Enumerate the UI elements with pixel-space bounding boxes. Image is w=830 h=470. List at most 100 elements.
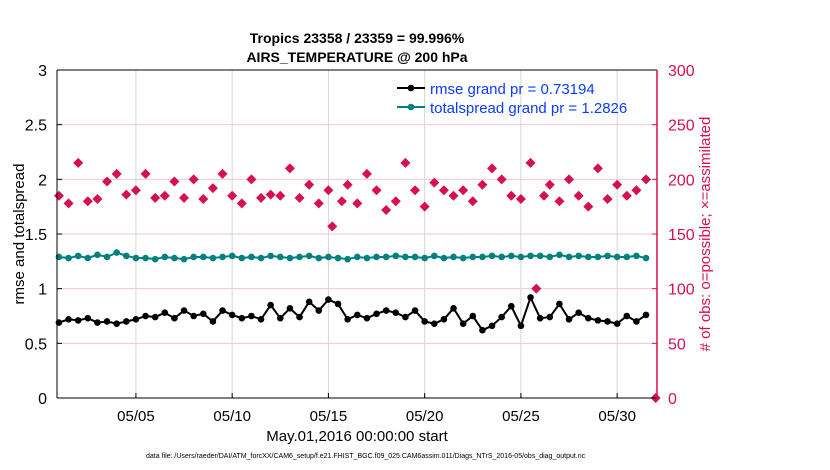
rmse-point	[363, 314, 371, 322]
totalspread-point	[527, 252, 534, 260]
rmse-point	[257, 315, 265, 323]
totalspread-point	[392, 252, 400, 260]
totalspread-point	[382, 253, 390, 261]
obs-count-marker	[554, 196, 565, 207]
x-tick-label: 05/05	[117, 408, 155, 425]
obs-count-marker	[294, 192, 305, 203]
totalspread-point	[507, 252, 515, 260]
rmse-point	[479, 326, 486, 334]
obs-count-marker	[313, 198, 324, 209]
rmse-point	[248, 312, 255, 320]
y-axis-right-label: # of obs: o=possible; ×=assimilated	[697, 117, 714, 352]
obs-count-marker	[583, 201, 594, 212]
rmse-point	[84, 314, 92, 322]
rmse-point	[507, 302, 515, 310]
rmse-point	[594, 317, 602, 324]
rmse-point	[536, 314, 544, 322]
totalspread-point	[402, 253, 409, 261]
rmse-point	[584, 314, 592, 322]
totalspread-point	[305, 252, 313, 260]
totalspread-point	[584, 253, 592, 261]
rmse-point	[382, 307, 390, 314]
totalspread-point	[613, 253, 621, 261]
x-axis-label: May.01,2016 00:00:00 start	[266, 428, 448, 445]
y-left-tick-label: 2.5	[25, 118, 47, 135]
obs-count-marker	[179, 192, 190, 203]
totalspread-point	[633, 252, 640, 260]
totalspread-point	[604, 252, 611, 260]
obs-count-marker	[506, 190, 517, 201]
chart-title-line2: AIRS_TEMPERATURE @ 200 hPa	[246, 49, 467, 65]
totalspread-point	[536, 252, 544, 260]
rmse-point	[604, 318, 611, 325]
totalspread-point	[142, 254, 149, 262]
rmse-point	[498, 313, 505, 321]
totalspread-point	[180, 255, 188, 263]
y-right-tick-label: 250	[668, 118, 695, 135]
totalspread-point	[488, 252, 496, 260]
obs-count-marker	[515, 194, 526, 205]
totalspread-point	[132, 254, 140, 262]
totalspread-point	[248, 253, 255, 261]
y-left-tick-label: 0	[38, 391, 47, 408]
obs-count-marker	[381, 204, 392, 215]
totalspread-point	[122, 252, 130, 260]
rmse-point	[440, 315, 448, 323]
rmse-point	[623, 312, 631, 320]
totalspread-point	[267, 252, 274, 260]
totalspread-point	[498, 253, 505, 261]
obs-count-marker	[336, 196, 347, 207]
rmse-point	[450, 305, 457, 312]
totalspread-point	[276, 253, 284, 261]
totalspread-point	[199, 253, 207, 261]
obs-count-marker	[544, 179, 555, 190]
rmse-point	[132, 315, 140, 323]
obs-count-marker	[419, 201, 430, 212]
obs-count-marker	[573, 190, 584, 201]
rmse-point	[565, 315, 573, 323]
x-tick-label: 05/30	[598, 408, 636, 425]
totalspread-point	[84, 254, 92, 262]
y-left-tick-label: 3	[38, 63, 47, 80]
obs-count-marker	[304, 179, 315, 190]
legend-marker	[407, 103, 415, 111]
totalspread-point	[151, 255, 159, 263]
rmse-point	[334, 300, 342, 308]
data-marks	[53, 157, 661, 403]
totalspread-point	[546, 253, 554, 261]
rmse-point	[238, 314, 246, 322]
rmse-point	[353, 311, 361, 319]
totalspread-point	[161, 253, 169, 261]
x-tick-label: 05/25	[502, 408, 540, 425]
obs-count-marker	[487, 163, 498, 174]
rmse-point	[517, 322, 525, 330]
totalspread-point	[344, 255, 351, 263]
obs-count-marker	[159, 190, 170, 201]
totalspread-point	[363, 254, 371, 262]
obs-count-marker	[227, 190, 238, 201]
obs-count-marker	[602, 194, 613, 205]
obs-count-marker	[82, 196, 93, 207]
totalspread-point	[517, 253, 525, 261]
legend-label: rmse grand pr = 0.73194	[430, 81, 595, 98]
rmse-point	[171, 314, 178, 322]
grid	[57, 69, 657, 399]
totalspread-point	[459, 254, 467, 262]
totalspread-point	[296, 253, 303, 261]
totalspread-point	[325, 253, 332, 261]
obs-count-marker	[592, 163, 603, 174]
y-right-tick-label: 50	[668, 336, 686, 353]
obs-count-marker	[400, 157, 411, 168]
legend-label: totalspread grand pr = 1.2826	[430, 100, 627, 117]
axes: 0 0.5 1 1.5 2 2.5 3 0 50 100 150 200 250 300 05/05 05/1…	[25, 63, 695, 425]
rmse-point	[276, 314, 284, 322]
obs-count-marker	[102, 176, 113, 187]
rmse-point	[267, 301, 274, 309]
obs-count-marker	[631, 185, 642, 196]
obs-count-marker	[525, 157, 536, 168]
obs-count-marker	[361, 168, 372, 179]
rmse-point	[430, 320, 438, 327]
totalspread-point	[411, 253, 419, 261]
obs-count-marker	[531, 283, 542, 294]
